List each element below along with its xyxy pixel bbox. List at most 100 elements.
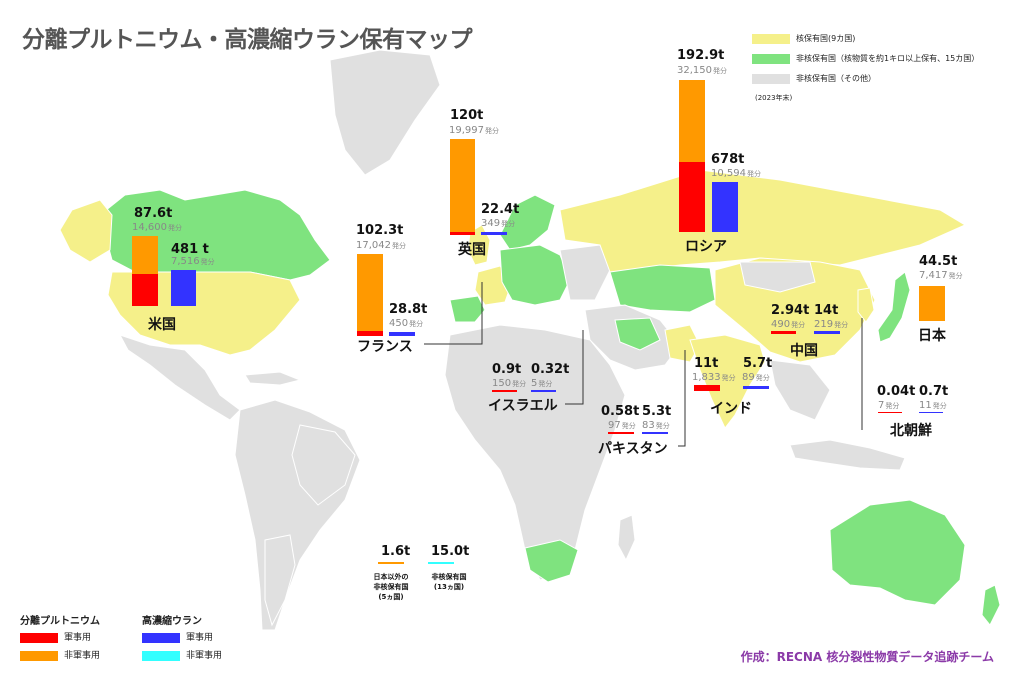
india-name: インド (710, 401, 752, 417)
landmass-south-africa (524, 539, 579, 583)
landmass-alaska (59, 199, 113, 263)
china-pu-tonnes: 2.94t (771, 303, 810, 318)
israel-heu-tonnes: 0.32t (531, 362, 570, 377)
landmass-korea (857, 287, 875, 323)
china-heu-military-bar (814, 331, 840, 334)
russia-name: ロシア (685, 239, 727, 255)
map-title: 分離プルトニウム・高濃縮ウラン保有マップ (22, 27, 473, 53)
israel-heu-military-bar (531, 390, 556, 392)
pakistan-heu-military-bar (642, 432, 668, 434)
swatch-pu-civil (20, 650, 58, 661)
india-pu-tonnes: 11t (694, 356, 719, 371)
kind-pu-title: 分離プルトニウム (20, 616, 100, 627)
swatch-pu-military (20, 632, 58, 643)
france-heu-tonnes: 28.8t (389, 302, 428, 317)
landmass-argentina (264, 534, 296, 627)
france-pu-tonnes: 102.3t (356, 223, 404, 238)
landmass-mongolia (739, 261, 816, 293)
swatch-heu-military (142, 632, 180, 643)
legend-swatch-gray (752, 73, 790, 84)
landmass-indonesia (789, 439, 906, 471)
legend-swatch-yellow (752, 33, 790, 44)
usa-pu-military-bar (132, 274, 158, 306)
russia-pu-tonnes: 192.9t (677, 48, 725, 63)
landmass-australia (829, 499, 966, 606)
india-heu-military-bar (743, 386, 769, 389)
china-pu-military-bar (771, 331, 796, 334)
israel-pu-bombs: 150発分 (492, 378, 527, 389)
nk-pu-tonnes: 0.04t (877, 384, 916, 399)
nk-heu-bombs: 11発分 (919, 400, 947, 411)
japan-pu-civil-bar (919, 286, 945, 321)
uk-pu-bombs: 19,997発分 (449, 125, 499, 136)
landmass-southeast-asia (769, 359, 831, 421)
nk-heu-military-bar (919, 412, 943, 413)
kind-pu-military: 軍事用 (20, 630, 91, 643)
landmass-new-zealand (981, 584, 1001, 626)
israel-heu-bombs: 5発分 (531, 378, 553, 389)
legend-nuclear-state: 核保有国(9カ国) (752, 33, 855, 44)
uk-pu-military-bar (450, 232, 475, 235)
russia-heu-tonnes: 678t (711, 152, 745, 167)
nk-pu-bombs: 7発分 (878, 400, 900, 411)
russia-pu-military-bar (679, 162, 705, 232)
france-pu-civil-bar (357, 254, 383, 331)
kind-heu-title: 高濃縮ウラン (142, 616, 202, 627)
landmass-europe-central (499, 244, 571, 306)
landmass-brazil (291, 424, 356, 506)
landmass-mexico (118, 334, 241, 421)
uk-pu-tonnes: 120t (450, 108, 484, 123)
usa-heu-military-bar (171, 270, 196, 306)
russia-pu-bombs: 32,150発分 (677, 65, 727, 76)
china-pu-bombs: 490発分 (771, 319, 806, 330)
landmass-caribbean (244, 371, 302, 386)
usa-heu-tonnes: 481 t (171, 242, 209, 257)
others-pu-civil-bar (378, 562, 404, 564)
russia-heu-bombs: 10,594発分 (711, 168, 761, 179)
france-heu-military-bar (389, 332, 415, 336)
india-pu-military-bar (694, 385, 720, 391)
france-name: フランス (357, 339, 413, 355)
landmass-iran (614, 317, 661, 351)
pakistan-pu-tonnes: 0.58t (601, 404, 640, 419)
pakistan-heu-tonnes: 5.3t (642, 404, 672, 419)
nk-name: 北朝鮮 (890, 423, 932, 439)
india-pu-bombs: 1,833発分 (692, 372, 736, 383)
landmass-greenland (329, 49, 441, 176)
landmass-madagascar (617, 514, 636, 562)
legend-nonnuclear-other: 非核保有国（その他） (752, 73, 876, 84)
others-pu-label: 日本以外の 非核保有国 (5ヵ国) (373, 573, 409, 601)
france-pu-bombs: 17,042発分 (356, 240, 406, 251)
kind-heu-civil: 非軍事用 (142, 648, 222, 661)
leader-israel (565, 330, 584, 405)
nk-pu-military-bar (878, 412, 902, 413)
landmass-japan (877, 271, 911, 343)
others-heu-tonnes: 15.0t (431, 544, 470, 559)
israel-name: イスラエル (488, 398, 558, 414)
nk-heu-tonnes: 0.7t (919, 384, 949, 399)
kind-pu-civil: 非軍事用 (20, 648, 100, 661)
china-heu-tonnes: 14t (814, 303, 839, 318)
usa-pu-tonnes: 87.6t (134, 206, 173, 221)
china-name: 中国 (790, 343, 818, 359)
usa-pu-bombs: 14,600発分 (132, 222, 182, 233)
uk-heu-tonnes: 22.4t (481, 202, 520, 217)
legend-note: (2023年末) (755, 94, 793, 102)
others-heu-label: 非核保有国 (13ヵ国) (431, 573, 467, 591)
india-heu-tonnes: 5.7t (743, 356, 773, 371)
uk-pu-civil-bar (450, 139, 475, 232)
russia-heu-military-bar (712, 182, 738, 232)
credit: 作成：RECNA 核分裂性物質データ追跡チーム (740, 650, 994, 664)
landmass-eastern-europe (559, 244, 611, 301)
pakistan-pu-military-bar (608, 432, 634, 434)
israel-pu-tonnes: 0.9t (492, 362, 522, 377)
leader-pakistan (678, 350, 686, 447)
pakistan-pu-bombs: 97発分 (608, 420, 636, 431)
japan-pu-bombs: 7,417発分 (919, 270, 963, 281)
usa-heu-bombs: 7,516発分 (171, 256, 215, 267)
israel-pu-military-bar (492, 390, 517, 392)
landmass-iberia (449, 295, 486, 323)
china-heu-bombs: 219発分 (814, 319, 849, 330)
russia-pu-civil-bar (679, 80, 705, 162)
